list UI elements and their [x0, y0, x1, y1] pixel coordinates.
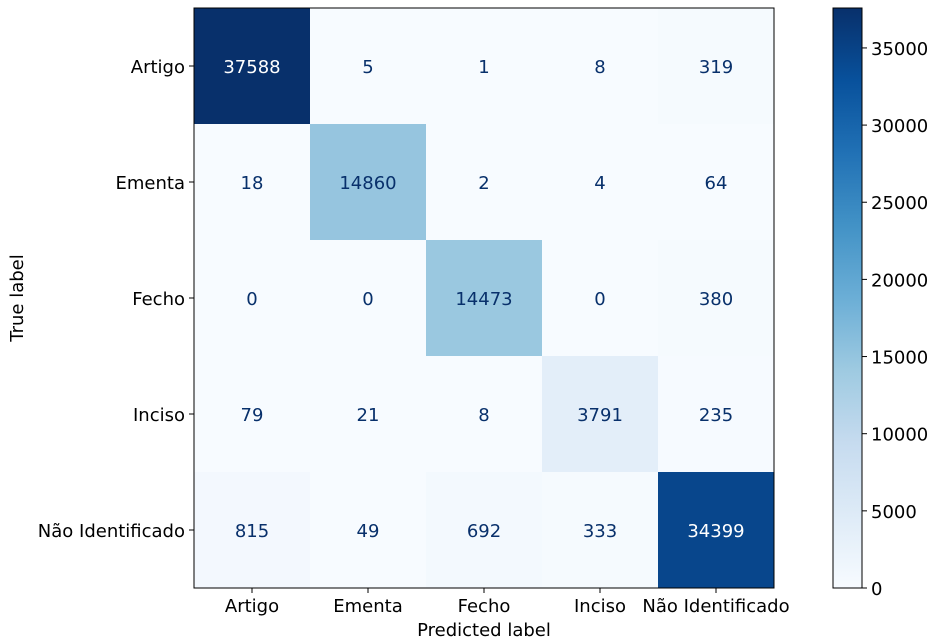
heatmap-cell — [310, 472, 427, 589]
cell-value-label: 21 — [357, 405, 380, 426]
heatmap-cell — [542, 240, 659, 357]
x-tick-label: Inciso — [574, 596, 626, 617]
y-axis-ticks: Artigo Ementa Fecho Inciso Não Identificado — [38, 57, 194, 542]
cell-value-label: 0 — [594, 289, 605, 310]
heatmap-cell — [658, 356, 775, 473]
heatmap-cell — [658, 124, 775, 241]
heatmap-cell — [194, 124, 311, 241]
cell-value-label: 1 — [478, 57, 489, 78]
x-axis-label: Predicted label — [417, 620, 551, 641]
heatmap-cell — [310, 124, 427, 241]
cell-value-label: 64 — [705, 173, 728, 194]
heatmap-cell — [310, 356, 427, 473]
y-tick-label: Fecho — [132, 289, 185, 310]
cell-value-label: 333 — [583, 521, 617, 542]
cell-value-label: 34399 — [687, 521, 744, 542]
heatmap-cell — [310, 8, 427, 125]
cell-value-label: 815 — [235, 521, 269, 542]
y-tick-label: Não Identificado — [38, 521, 185, 542]
cell-value-label: 37588 — [223, 57, 280, 78]
cell-value-label: 692 — [467, 521, 501, 542]
heatmap-cell — [426, 472, 543, 589]
cell-value-label: 380 — [699, 289, 733, 310]
cell-value-label: 319 — [699, 57, 733, 78]
heatmap-cell — [542, 356, 659, 473]
heatmap-cell — [658, 472, 775, 589]
colorbar-tick-label: 0 — [871, 579, 882, 600]
heatmap-cell — [426, 240, 543, 357]
cell-value-label: 5 — [362, 57, 373, 78]
heatmap-cell — [426, 124, 543, 241]
cell-value-label: 14860 — [339, 173, 396, 194]
cell-value-label: 79 — [241, 405, 264, 426]
cell-value-label: 49 — [357, 521, 380, 542]
x-axis-ticks: Artigo Ementa Fecho Inciso Não Identificado — [225, 588, 790, 617]
x-tick-label: Não Identificado — [642, 596, 789, 617]
heatmap-cell — [310, 240, 427, 357]
colorbar-tick-label: 10000 — [871, 425, 928, 446]
x-tick-label: Fecho — [458, 596, 511, 617]
cell-value-label: 8 — [594, 57, 605, 78]
heatmap-cell — [194, 356, 311, 473]
cell-value-label: 3791 — [577, 405, 623, 426]
colorbar-tick-label: 30000 — [871, 116, 928, 137]
heatmap-cells — [194, 8, 775, 589]
x-tick-label: Artigo — [225, 596, 279, 617]
cell-value-label: 8 — [478, 405, 489, 426]
cell-value-label: 0 — [246, 289, 257, 310]
colorbar-tick-label: 15000 — [871, 348, 928, 369]
heatmap-cell — [658, 8, 775, 125]
x-tick-label: Ementa — [333, 596, 402, 617]
cell-value-label: 2 — [478, 173, 489, 194]
heatmap-cell — [542, 124, 659, 241]
colorbar: 0 5000 10000 15000 20000 25000 30000 35000 — [832, 7, 928, 600]
heatmap-cell — [542, 472, 659, 589]
heatmap-cell — [194, 472, 311, 589]
heatmap-cell — [194, 240, 311, 357]
heatmap-cell — [426, 356, 543, 473]
heatmap-cell — [542, 8, 659, 125]
colorbar-tick-label: 5000 — [871, 502, 917, 523]
y-tick-label: Ementa — [116, 173, 185, 194]
cell-value-label: 235 — [699, 405, 733, 426]
colorbar-tick-label: 20000 — [871, 270, 928, 291]
colorbar-ticks: 0 5000 10000 15000 20000 25000 30000 35000 — [862, 39, 928, 600]
heatmap-cell — [426, 8, 543, 125]
heatmap-cell — [194, 8, 311, 125]
heatmap-cell — [658, 240, 775, 357]
colorbar-frame — [832, 7, 863, 589]
cell-value-label: 18 — [241, 173, 264, 194]
cell-value-label: 14473 — [455, 289, 512, 310]
cell-value-label: 0 — [362, 289, 373, 310]
colorbar-gradient — [833, 8, 862, 588]
y-tick-label: Inciso — [133, 405, 185, 426]
y-tick-label: Artigo — [131, 57, 185, 78]
y-axis-label: True label — [7, 254, 28, 343]
colorbar-tick-label: 35000 — [871, 39, 928, 60]
cell-value-label: 4 — [594, 173, 605, 194]
colorbar-tick-label: 25000 — [871, 193, 928, 214]
